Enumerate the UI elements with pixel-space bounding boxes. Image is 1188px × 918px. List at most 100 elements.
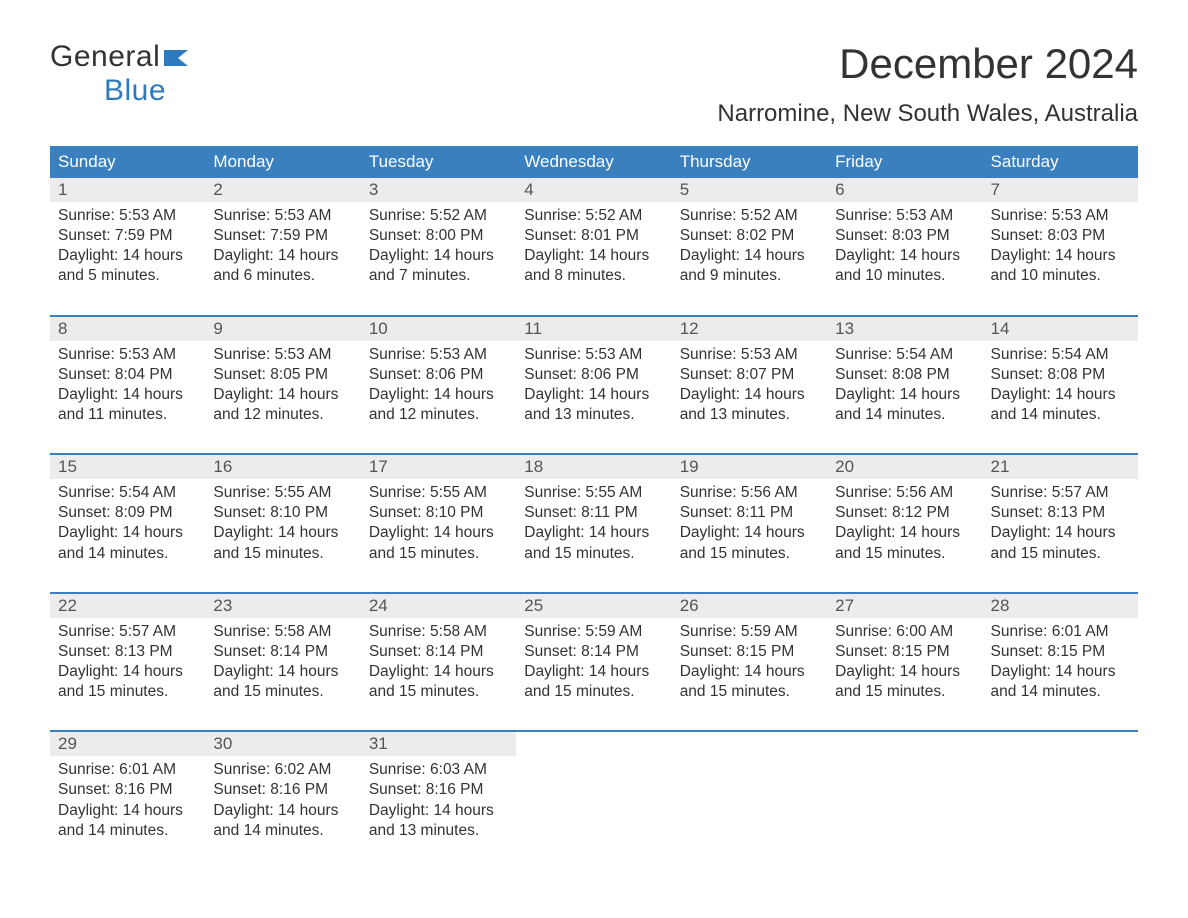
sunrise-line: Sunrise: 5:58 AM xyxy=(213,623,331,640)
sunrise-line: Sunrise: 5:53 AM xyxy=(213,346,331,363)
day-cell: 15Sunrise: 5:54 AMSunset: 8:09 PMDayligh… xyxy=(50,455,205,568)
day-details: Sunrise: 5:54 AMSunset: 8:09 PMDaylight:… xyxy=(50,479,205,568)
day-details: Sunrise: 6:01 AMSunset: 8:15 PMDaylight:… xyxy=(983,618,1138,707)
day-number: 29 xyxy=(50,732,205,756)
day-details: Sunrise: 5:55 AMSunset: 8:10 PMDaylight:… xyxy=(205,479,360,568)
daylight-line: Daylight: 14 hours and 12 minutes. xyxy=(369,386,494,423)
daylight-line: Daylight: 14 hours and 5 minutes. xyxy=(58,247,183,284)
day-details: Sunrise: 5:52 AMSunset: 8:01 PMDaylight:… xyxy=(516,202,671,291)
day-number: 15 xyxy=(50,455,205,479)
day-cell: 9Sunrise: 5:53 AMSunset: 8:05 PMDaylight… xyxy=(205,317,360,430)
sunrise-line: Sunrise: 5:57 AM xyxy=(991,484,1109,501)
day-cell: 23Sunrise: 5:58 AMSunset: 8:14 PMDayligh… xyxy=(205,594,360,707)
day-number: 26 xyxy=(672,594,827,618)
day-number: 18 xyxy=(516,455,671,479)
day-number: 25 xyxy=(516,594,671,618)
sunrise-line: Sunrise: 5:54 AM xyxy=(58,484,176,501)
daylight-line: Daylight: 14 hours and 8 minutes. xyxy=(524,247,649,284)
day-cell: 26Sunrise: 5:59 AMSunset: 8:15 PMDayligh… xyxy=(672,594,827,707)
daylight-line: Daylight: 14 hours and 15 minutes. xyxy=(991,524,1116,561)
day-number: 11 xyxy=(516,317,671,341)
sunset-line: Sunset: 8:14 PM xyxy=(369,643,484,660)
day-cell: 29Sunrise: 6:01 AMSunset: 8:16 PMDayligh… xyxy=(50,732,205,845)
sunrise-line: Sunrise: 5:55 AM xyxy=(213,484,331,501)
day-cell: 8Sunrise: 5:53 AMSunset: 8:04 PMDaylight… xyxy=(50,317,205,430)
day-number: 27 xyxy=(827,594,982,618)
sunset-line: Sunset: 8:16 PM xyxy=(213,781,328,798)
sunrise-line: Sunrise: 5:59 AM xyxy=(524,623,642,640)
sunset-line: Sunset: 7:59 PM xyxy=(58,227,173,244)
sunrise-line: Sunrise: 5:53 AM xyxy=(58,207,176,224)
title-block: December 2024 Narromine, New South Wales… xyxy=(717,40,1138,128)
day-details: Sunrise: 5:53 AMSunset: 8:03 PMDaylight:… xyxy=(827,202,982,291)
sunset-line: Sunset: 8:14 PM xyxy=(524,643,639,660)
day-details: Sunrise: 5:56 AMSunset: 8:12 PMDaylight:… xyxy=(827,479,982,568)
sunrise-line: Sunrise: 5:53 AM xyxy=(213,207,331,224)
day-details: Sunrise: 5:53 AMSunset: 8:07 PMDaylight:… xyxy=(672,341,827,430)
day-number: 13 xyxy=(827,317,982,341)
day-number: 24 xyxy=(361,594,516,618)
sunrise-line: Sunrise: 6:02 AM xyxy=(213,761,331,778)
day-details: Sunrise: 6:01 AMSunset: 8:16 PMDaylight:… xyxy=(50,756,205,845)
daylight-line: Daylight: 14 hours and 15 minutes. xyxy=(369,663,494,700)
sunset-line: Sunset: 8:14 PM xyxy=(213,643,328,660)
daylight-line: Daylight: 14 hours and 14 minutes. xyxy=(991,663,1116,700)
day-number: 1 xyxy=(50,178,205,202)
day-details: Sunrise: 5:53 AMSunset: 8:06 PMDaylight:… xyxy=(516,341,671,430)
sunset-line: Sunset: 8:02 PM xyxy=(680,227,795,244)
day-number: 21 xyxy=(983,455,1138,479)
daylight-line: Daylight: 14 hours and 10 minutes. xyxy=(991,247,1116,284)
sunrise-line: Sunrise: 5:56 AM xyxy=(835,484,953,501)
day-cell: 17Sunrise: 5:55 AMSunset: 8:10 PMDayligh… xyxy=(361,455,516,568)
day-details: Sunrise: 5:53 AMSunset: 8:03 PMDaylight:… xyxy=(983,202,1138,291)
sunrise-line: Sunrise: 5:53 AM xyxy=(369,346,487,363)
sunset-line: Sunset: 7:59 PM xyxy=(213,227,328,244)
day-details: Sunrise: 5:56 AMSunset: 8:11 PMDaylight:… xyxy=(672,479,827,568)
sunset-line: Sunset: 8:13 PM xyxy=(58,643,173,660)
daylight-line: Daylight: 14 hours and 6 minutes. xyxy=(213,247,338,284)
sunset-line: Sunset: 8:00 PM xyxy=(369,227,484,244)
day-cell: 27Sunrise: 6:00 AMSunset: 8:15 PMDayligh… xyxy=(827,594,982,707)
sunset-line: Sunset: 8:09 PM xyxy=(58,504,173,521)
sunrise-line: Sunrise: 5:53 AM xyxy=(680,346,798,363)
day-cell: 22Sunrise: 5:57 AMSunset: 8:13 PMDayligh… xyxy=(50,594,205,707)
day-cell: 16Sunrise: 5:55 AMSunset: 8:10 PMDayligh… xyxy=(205,455,360,568)
day-details: Sunrise: 5:58 AMSunset: 8:14 PMDaylight:… xyxy=(361,618,516,707)
day-number: 19 xyxy=(672,455,827,479)
sunset-line: Sunset: 8:01 PM xyxy=(524,227,639,244)
sunrise-line: Sunrise: 6:03 AM xyxy=(369,761,487,778)
sunrise-line: Sunrise: 5:56 AM xyxy=(680,484,798,501)
sunrise-line: Sunrise: 6:01 AM xyxy=(58,761,176,778)
week-row: 22Sunrise: 5:57 AMSunset: 8:13 PMDayligh… xyxy=(50,592,1138,707)
day-cell: 31Sunrise: 6:03 AMSunset: 8:16 PMDayligh… xyxy=(361,732,516,845)
day-cell: 21Sunrise: 5:57 AMSunset: 8:13 PMDayligh… xyxy=(983,455,1138,568)
day-details: Sunrise: 5:54 AMSunset: 8:08 PMDaylight:… xyxy=(983,341,1138,430)
daylight-line: Daylight: 14 hours and 15 minutes. xyxy=(58,663,183,700)
day-cell: 1 Sunrise: 5:53 AM Sunset: 7:59 PM Daylight… xyxy=(50,178,205,291)
daylight-line: Daylight: 14 hours and 14 minutes. xyxy=(991,386,1116,423)
daylight-line: Daylight: 14 hours and 15 minutes. xyxy=(524,663,649,700)
logo-flag-icon xyxy=(160,40,192,73)
day-number: 9 xyxy=(205,317,360,341)
logo: General Blue xyxy=(50,40,192,108)
week-row: 1 Sunrise: 5:53 AM Sunset: 7:59 PM Daylight… xyxy=(50,178,1138,291)
day-number: 16 xyxy=(205,455,360,479)
day-details: Sunrise: 5:53 AMSunset: 8:05 PMDaylight:… xyxy=(205,341,360,430)
day-details: Sunrise: 5:52 AMSunset: 8:02 PMDaylight:… xyxy=(672,202,827,291)
sunrise-line: Sunrise: 5:52 AM xyxy=(369,207,487,224)
daylight-line: Daylight: 14 hours and 15 minutes. xyxy=(524,524,649,561)
sunrise-line: Sunrise: 5:55 AM xyxy=(524,484,642,501)
weekday-header: Tuesday xyxy=(361,146,516,178)
daylight-line: Daylight: 14 hours and 15 minutes. xyxy=(680,663,805,700)
sunrise-line: Sunrise: 5:53 AM xyxy=(835,207,953,224)
logo-part1: General xyxy=(50,40,160,73)
sunrise-line: Sunrise: 5:54 AM xyxy=(835,346,953,363)
sunset-line: Sunset: 8:11 PM xyxy=(524,504,637,521)
day-details: Sunrise: 5:53 AMSunset: 8:04 PMDaylight:… xyxy=(50,341,205,430)
day-cell: 25 Sunrise: 5:59 AM Sunset: 8:14 PM Dayligh… xyxy=(516,594,671,707)
day-cell: 20Sunrise: 5:56 AMSunset: 8:12 PMDayligh… xyxy=(827,455,982,568)
day-number: 3 xyxy=(361,178,516,202)
day-details: Sunrise: 5:57 AMSunset: 8:13 PMDaylight:… xyxy=(50,618,205,707)
daylight-line: Daylight: 14 hours and 13 minutes. xyxy=(369,802,494,839)
calendar-grid: SundayMondayTuesdayWednesdayThursdayFrid… xyxy=(50,146,1138,845)
